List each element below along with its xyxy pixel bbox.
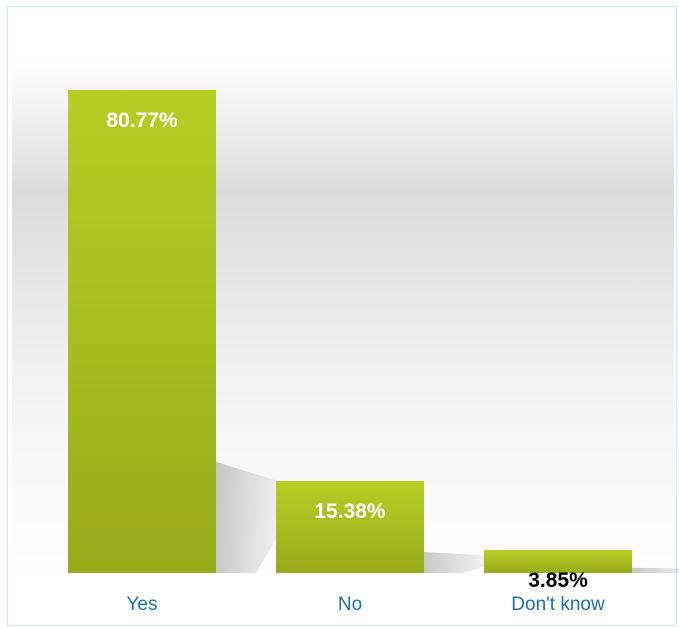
data-label: 15.38% xyxy=(314,500,386,523)
category-label: Don't know xyxy=(511,594,605,615)
category-label: Yes xyxy=(127,594,158,615)
bar-don-t-know xyxy=(484,549,632,573)
category-label: No xyxy=(338,594,362,615)
category-labels: Yes No Don't know xyxy=(127,594,605,615)
bar-no xyxy=(276,481,424,573)
data-label: 3.85% xyxy=(528,569,588,592)
bars xyxy=(68,90,632,573)
bar-yes xyxy=(68,90,216,573)
bar-shadow xyxy=(632,567,679,573)
data-label: 80.77% xyxy=(106,109,178,132)
data-labels: 80.77% 15.38% 3.85% xyxy=(106,109,588,592)
